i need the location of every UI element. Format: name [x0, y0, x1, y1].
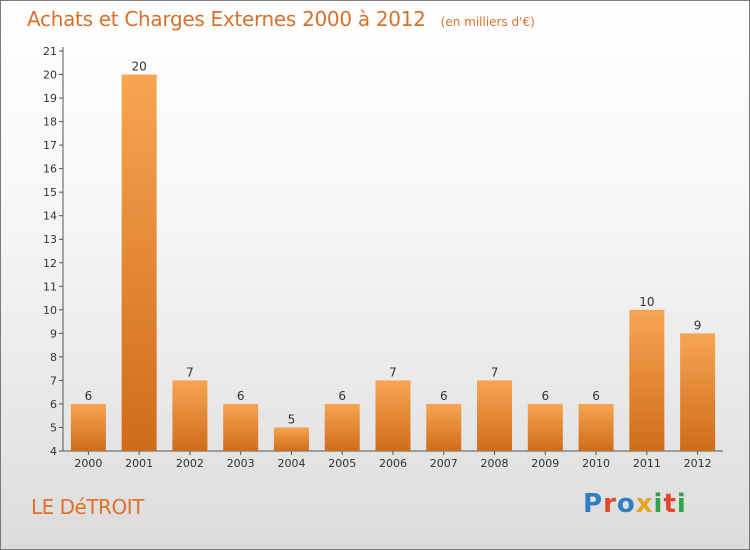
y-tick-label: 19: [43, 92, 57, 105]
data-label: 6: [541, 389, 549, 403]
y-tick-label: 8: [50, 351, 57, 364]
data-label: 6: [440, 389, 448, 403]
x-tick-label: 2007: [430, 457, 458, 470]
y-tick-label: 17: [43, 139, 57, 152]
data-label: 7: [186, 365, 194, 379]
data-label: 20: [132, 60, 147, 74]
y-tick-label: 21: [43, 45, 57, 58]
data-label: 7: [389, 365, 397, 379]
data-label: 9: [694, 318, 702, 332]
data-label: 10: [639, 295, 654, 309]
data-label: 6: [592, 389, 600, 403]
y-tick-label: 16: [43, 163, 57, 176]
commune-name: LE DéTROIT: [31, 495, 144, 519]
x-tick-label: 2012: [684, 457, 712, 470]
data-label: 5: [288, 412, 296, 426]
y-tick-label: 14: [43, 210, 57, 223]
x-tick-label: 2009: [531, 457, 559, 470]
bar: [477, 380, 513, 451]
y-tick-label: 5: [50, 421, 57, 434]
bar: [324, 403, 360, 451]
y-tick-label: 15: [43, 186, 57, 199]
x-tick-label: 2002: [176, 457, 204, 470]
proxiti-logo: Proxiti: [583, 489, 687, 519]
x-tick-label: 2005: [328, 457, 356, 470]
title-row: Achats et Charges Externes 2000 à 2012 (…: [27, 7, 535, 31]
bar: [375, 380, 411, 451]
y-tick-label: 7: [50, 374, 57, 387]
data-label: 6: [237, 389, 245, 403]
bar: [70, 403, 106, 451]
y-tick-label: 13: [43, 233, 57, 246]
bar: [578, 403, 614, 451]
bar: [680, 333, 716, 451]
chart-title: Achats et Charges Externes 2000 à 2012: [27, 7, 426, 31]
y-tick-label: 12: [43, 257, 57, 270]
bar: [172, 380, 208, 451]
y-tick-label: 4: [50, 445, 57, 458]
y-tick-label: 10: [43, 304, 57, 317]
data-label: 6: [85, 389, 93, 403]
bar: [426, 403, 462, 451]
x-tick-label: 2006: [379, 457, 407, 470]
unit-note: (en milliers d'€): [440, 15, 535, 29]
x-tick-label: 2011: [633, 457, 661, 470]
x-tick-label: 2004: [277, 457, 305, 470]
bar: [223, 403, 259, 451]
y-tick-label: 11: [43, 280, 57, 293]
y-tick-label: 6: [50, 398, 57, 411]
y-tick-label: 9: [50, 327, 57, 340]
y-tick-label: 18: [43, 116, 57, 129]
x-tick-label: 2003: [227, 457, 255, 470]
x-tick-label: 2001: [125, 457, 153, 470]
x-tick-label: 2000: [74, 457, 102, 470]
bar: [527, 403, 563, 451]
bar: [273, 427, 309, 451]
y-tick-label: 20: [43, 69, 57, 82]
bar: [629, 309, 665, 451]
bar: [121, 74, 157, 451]
x-tick-label: 2008: [481, 457, 509, 470]
x-tick-label: 2010: [582, 457, 610, 470]
data-label: 7: [491, 365, 499, 379]
data-label: 6: [338, 389, 346, 403]
